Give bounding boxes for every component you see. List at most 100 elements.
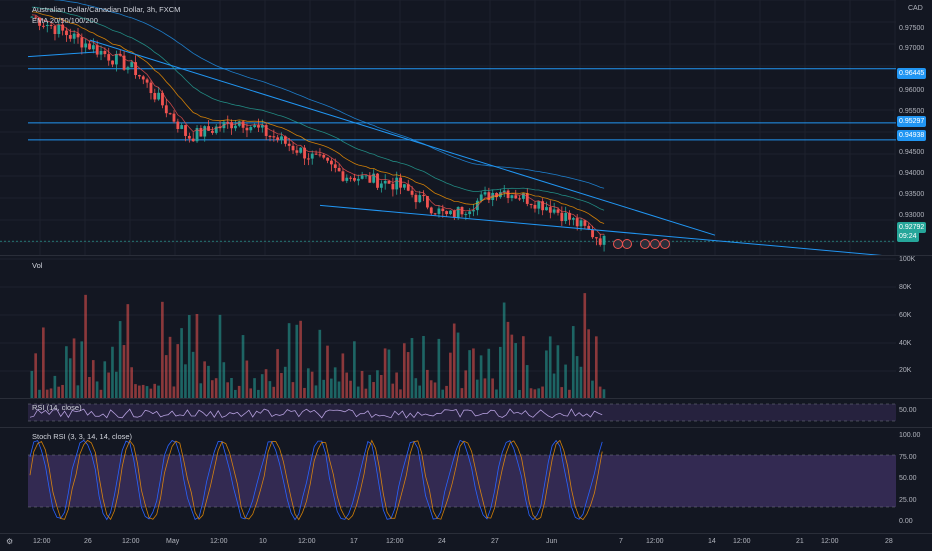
volume-bar — [210, 380, 214, 398]
volume-bar — [199, 383, 203, 398]
candle — [191, 138, 195, 142]
pane-divider[interactable] — [0, 255, 932, 256]
time-tick: Jun — [546, 538, 558, 545]
candle — [91, 45, 95, 50]
candle — [445, 211, 449, 215]
candle — [138, 75, 141, 77]
volume-bar — [95, 381, 99, 398]
volume-bar — [122, 345, 126, 398]
volume-bar — [34, 353, 37, 398]
candle — [42, 25, 45, 27]
volume-bar — [537, 388, 541, 398]
volume-bar — [38, 389, 41, 398]
volume-bar — [249, 388, 253, 398]
candle — [53, 26, 57, 35]
volume-bar — [376, 370, 379, 398]
candle — [514, 195, 518, 199]
candle — [95, 45, 99, 55]
rsi-chart[interactable] — [0, 399, 896, 427]
stoch-pane[interactable] — [0, 428, 896, 533]
candle — [330, 160, 333, 165]
candle — [487, 192, 491, 200]
price-tick: 0.93000 — [899, 212, 925, 219]
candle — [372, 173, 376, 183]
time-tick: 12:00 — [733, 538, 751, 545]
settings-icon[interactable]: ⚙ — [6, 537, 14, 546]
candle — [537, 201, 541, 209]
rsi-pane[interactable] — [0, 399, 896, 427]
candle — [468, 211, 472, 215]
price-axis[interactable]: CAD 0.97500 0.97000 0.96000 0.95500 0.94… — [896, 0, 932, 255]
price-chart[interactable] — [0, 0, 896, 255]
volume-chart[interactable] — [0, 256, 896, 398]
pane-divider[interactable] — [0, 427, 932, 428]
trend-line — [27, 51, 97, 58]
candle — [237, 121, 241, 126]
volume-bar — [583, 293, 587, 398]
candle — [391, 183, 395, 190]
candle — [180, 125, 184, 129]
volume-bar — [187, 315, 191, 398]
price-pane[interactable] — [0, 0, 896, 255]
volume-label[interactable]: Vol — [32, 261, 43, 270]
volume-bar — [487, 348, 491, 398]
volume-bar — [594, 336, 598, 398]
candle — [203, 126, 207, 137]
candle — [234, 125, 237, 129]
candle — [214, 126, 218, 133]
time-tick: 12:00 — [210, 538, 228, 545]
volume-bar — [322, 379, 325, 398]
volume-bar — [176, 344, 180, 398]
volume-bar — [483, 378, 487, 398]
volume-bar — [114, 371, 118, 398]
time-tick: 17 — [350, 538, 358, 545]
pane-divider[interactable] — [0, 398, 932, 399]
time-axis[interactable]: ⚙ 12:00 26 12:00 May 12:00 10 12:00 17 1… — [0, 533, 932, 551]
time-tick: 12:00 — [33, 538, 51, 545]
volume-bar — [84, 294, 87, 398]
volume-bar — [65, 346, 68, 398]
volume-bar — [349, 380, 352, 398]
candle — [545, 207, 548, 211]
volume-bar — [306, 368, 310, 398]
volume-bar — [464, 370, 468, 398]
trend-line — [89, 39, 716, 236]
candle — [184, 125, 187, 136]
volume-pane[interactable] — [0, 256, 896, 398]
candle — [548, 207, 552, 213]
candle — [368, 175, 372, 183]
volume-bar — [587, 329, 590, 398]
volume-bar — [560, 387, 564, 398]
symbol-title: Australian Dollar/Canadian Dollar, 3h, F… — [32, 5, 181, 14]
time-tick: 12:00 — [646, 538, 664, 545]
event-icon — [650, 239, 660, 249]
ema-legend[interactable]: EMA 20/50/100/200 — [32, 16, 98, 25]
volume-bar — [368, 374, 372, 398]
volume-bar — [68, 358, 72, 398]
candle — [376, 173, 379, 188]
candle — [452, 210, 456, 218]
volume-tick: 100K — [899, 256, 916, 263]
volume-bar — [452, 323, 456, 398]
candle — [395, 177, 399, 190]
stoch-label[interactable]: Stoch RSI (3, 3, 14, 14, close) — [32, 432, 133, 441]
volume-bar — [468, 350, 471, 398]
ema-line — [31, 11, 605, 224]
volume-bar — [172, 386, 176, 398]
candle — [306, 158, 310, 160]
volume-bar — [276, 349, 279, 398]
time-tick: 7 — [619, 538, 623, 545]
candle — [111, 60, 114, 65]
volume-bar — [449, 352, 452, 398]
candle — [510, 195, 514, 198]
candle — [34, 16, 38, 18]
candle — [161, 92, 164, 106]
rsi-label[interactable]: RSI (14, close) — [32, 403, 82, 412]
volume-bar — [591, 380, 594, 398]
stoch-chart[interactable] — [0, 428, 896, 533]
volume-bar — [195, 314, 199, 398]
volume-bar — [157, 385, 160, 398]
volume-bar — [406, 352, 410, 398]
level-tag: 0.96445 — [897, 68, 927, 79]
volume-bar — [514, 343, 517, 398]
